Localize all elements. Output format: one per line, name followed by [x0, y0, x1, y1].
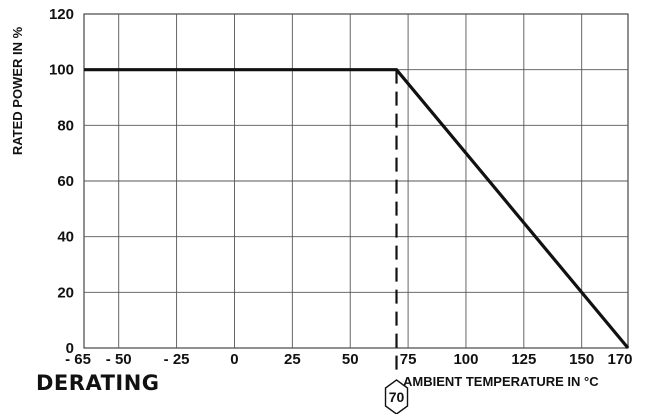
chart-ticks: 0 20 40 60 80 100 120 - 65 - 50 - 25 0 25 50 75 100 125… [49, 6, 633, 368]
x-tick-label: 25 [284, 351, 301, 368]
y-tick-label: 100 [49, 62, 74, 79]
x-tick-label: - 50 [106, 351, 132, 368]
annotation-marker-shape [384, 379, 409, 414]
x-tick-label: 100 [453, 351, 478, 368]
x-tick-label: - 25 [164, 351, 190, 368]
y-tick-label: 60 [57, 173, 74, 190]
x-tick-label: 75 [400, 351, 417, 368]
x-tick-label: 170 [607, 351, 632, 368]
y-axis-label: RATED POWER IN % [10, 26, 25, 155]
y-tick-label: 80 [57, 117, 74, 134]
y-tick-label: 0 [66, 340, 74, 357]
x-axis-label: AMBIENT TEMPERATURE IN °C [403, 374, 599, 389]
chart-title: DERATING [36, 371, 160, 395]
x-tick-label: 125 [511, 351, 536, 368]
series-line [84, 68, 630, 350]
x-tick-label: 50 [342, 351, 359, 368]
x-tick-label: 0 [230, 351, 238, 368]
y-tick-label: 120 [49, 6, 74, 23]
y-tick-label: 40 [57, 229, 74, 246]
x-tick-label: - 65 [65, 351, 91, 368]
chart-grid [83, 13, 629, 349]
y-tick-label: 20 [57, 284, 74, 301]
x-tick-label: 150 [569, 351, 594, 368]
chart-marks [83, 68, 630, 350]
chart-annotations: 70 [384, 69, 409, 414]
annotation-label: 70 [389, 389, 405, 405]
